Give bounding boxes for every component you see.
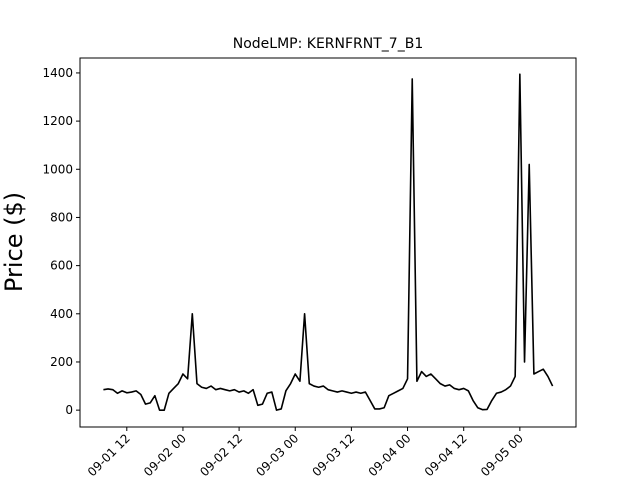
x-tick-label: 09-04 12 <box>422 431 470 479</box>
y-axis-label: Price ($) <box>0 192 28 292</box>
y-tick-label: 800 <box>50 210 73 224</box>
x-tick-label: 09-02 12 <box>197 431 245 479</box>
x-tick-label: 09-01 12 <box>85 431 133 479</box>
y-tick-label: 1200 <box>42 114 73 128</box>
x-tick-label: 09-04 00 <box>366 431 414 479</box>
series-line <box>103 73 554 411</box>
y-tick-label: 1000 <box>42 162 73 176</box>
y-tick-label: 1400 <box>42 66 73 80</box>
x-tick-label: 09-03 12 <box>309 431 357 479</box>
x-tick-label: 09-05 00 <box>478 431 526 479</box>
y-tick-label: 600 <box>50 259 73 273</box>
x-tick-label: 09-03 00 <box>253 431 301 479</box>
y-tick-label: 400 <box>50 307 73 321</box>
y-tick-label: 200 <box>50 355 73 369</box>
y-tick-label: 0 <box>65 403 73 417</box>
x-tick-label: 09-02 00 <box>141 431 189 479</box>
chart-title: NodeLMP: KERNFRNT_7_B1 <box>233 36 423 52</box>
plot-frame <box>79 57 577 428</box>
